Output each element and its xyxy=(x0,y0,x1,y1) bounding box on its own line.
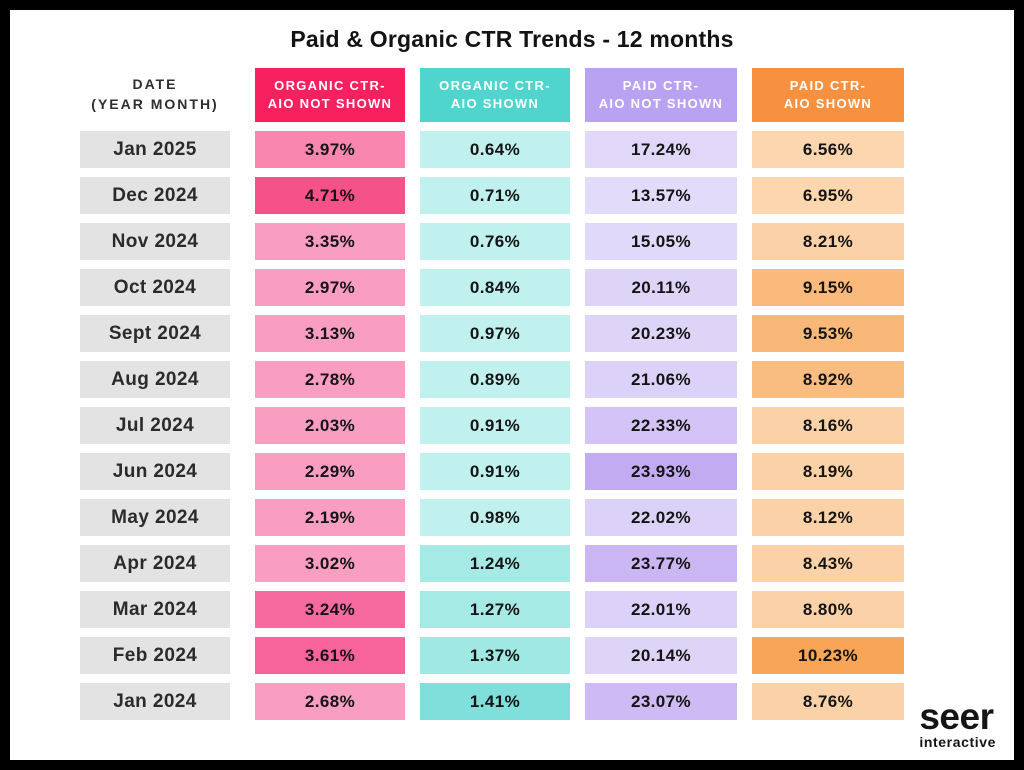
paid-ctr-aio-not-shown-cell: 21.06% xyxy=(585,361,737,398)
date-cell: Dec 2024 xyxy=(80,177,230,214)
date-cell: Mar 2024 xyxy=(80,591,230,628)
date-cell: Apr 2024 xyxy=(80,545,230,582)
organic-ctr-aio-not-shown-cell: 2.19% xyxy=(255,499,405,536)
paid-ctr-aio-shown-cell: 8.16% xyxy=(752,407,904,444)
paid-ctr-aio-not-shown-cell: 23.93% xyxy=(585,453,737,490)
paid-ctr-aio-shown-cell: 9.15% xyxy=(752,269,904,306)
paid-ctr-aio-shown-cell: 8.19% xyxy=(752,453,904,490)
organic-ctr-aio-shown-cell: 1.37% xyxy=(420,637,570,674)
column-header-date: DATE (YEAR MONTH) xyxy=(91,76,219,112)
organic-ctr-aio-shown-cell: 0.91% xyxy=(420,453,570,490)
organic-ctr-aio-shown-cell: 0.89% xyxy=(420,361,570,398)
column-header-paid-aio-not-shown: PAID CTR- AIO NOT SHOWN xyxy=(585,68,737,122)
organic-ctr-aio-not-shown-cell: 3.61% xyxy=(255,637,405,674)
paid-ctr-aio-not-shown-cell: 22.01% xyxy=(585,591,737,628)
paid-ctr-aio-not-shown-cell: 15.05% xyxy=(585,223,737,260)
paid-ctr-aio-shown-cell: 9.53% xyxy=(752,315,904,352)
organic-ctr-aio-not-shown-cell: 3.97% xyxy=(255,131,405,168)
seer-logo-wordmark: seer xyxy=(919,695,994,737)
organic-ctr-aio-shown-cell: 0.98% xyxy=(420,499,570,536)
paid-ctr-aio-shown-cell: 10.23% xyxy=(752,637,904,674)
paid-ctr-aio-shown-cell: 8.76% xyxy=(752,683,904,720)
organic-ctr-aio-not-shown-cell: 3.13% xyxy=(255,315,405,352)
organic-ctr-aio-not-shown-cell: 3.24% xyxy=(255,591,405,628)
organic-ctr-aio-shown-cell: 0.64% xyxy=(420,131,570,168)
date-cell: Jan 2024 xyxy=(80,683,230,720)
organic-ctr-aio-shown-cell: 0.91% xyxy=(420,407,570,444)
column-header-paid-aio-shown: PAID CTR- AIO SHOWN xyxy=(752,68,904,122)
paid-ctr-aio-not-shown-cell: 17.24% xyxy=(585,131,737,168)
paid-ctr-aio-shown-cell: 8.43% xyxy=(752,545,904,582)
paid-ctr-aio-shown-cell: 8.21% xyxy=(752,223,904,260)
column-header-organic-aio-not-shown: ORGANIC CTR- AIO NOT SHOWN xyxy=(255,68,405,122)
paid-ctr-aio-shown-cell: 8.92% xyxy=(752,361,904,398)
organic-ctr-aio-shown-cell: 1.27% xyxy=(420,591,570,628)
date-cell: Jan 2025 xyxy=(80,131,230,168)
organic-ctr-aio-not-shown-cell: 2.97% xyxy=(255,269,405,306)
organic-ctr-aio-not-shown-cell: 3.35% xyxy=(255,223,405,260)
organic-ctr-aio-not-shown-cell: 2.68% xyxy=(255,683,405,720)
chart-title: Paid & Organic CTR Trends - 12 months xyxy=(290,26,734,52)
organic-ctr-aio-shown-cell: 1.24% xyxy=(420,545,570,582)
paid-ctr-aio-shown-cell: 8.80% xyxy=(752,591,904,628)
paid-ctr-aio-not-shown-cell: 20.23% xyxy=(585,315,737,352)
seer-logo-subtitle: interactive xyxy=(919,734,996,750)
organic-ctr-aio-not-shown-cell: 2.78% xyxy=(255,361,405,398)
date-cell: Aug 2024 xyxy=(80,361,230,398)
seer-logo: seer interactive xyxy=(919,695,996,750)
paid-ctr-aio-not-shown-cell: 22.33% xyxy=(585,407,737,444)
paid-ctr-aio-not-shown-cell: 20.14% xyxy=(585,637,737,674)
date-cell: May 2024 xyxy=(80,499,230,536)
organic-ctr-aio-shown-cell: 1.41% xyxy=(420,683,570,720)
organic-ctr-aio-not-shown-cell: 3.02% xyxy=(255,545,405,582)
date-cell: Feb 2024 xyxy=(80,637,230,674)
date-cell: Jun 2024 xyxy=(80,453,230,490)
paid-ctr-aio-not-shown-cell: 23.77% xyxy=(585,545,737,582)
paid-ctr-aio-not-shown-cell: 13.57% xyxy=(585,177,737,214)
organic-ctr-aio-shown-cell: 0.84% xyxy=(420,269,570,306)
organic-ctr-aio-shown-cell: 0.71% xyxy=(420,177,570,214)
organic-ctr-aio-not-shown-cell: 4.71% xyxy=(255,177,405,214)
paid-ctr-aio-not-shown-cell: 20.11% xyxy=(585,269,737,306)
date-cell: Oct 2024 xyxy=(80,269,230,306)
paid-ctr-aio-not-shown-cell: 23.07% xyxy=(585,683,737,720)
date-cell: Jul 2024 xyxy=(80,407,230,444)
paid-ctr-aio-shown-cell: 8.12% xyxy=(752,499,904,536)
organic-ctr-aio-shown-cell: 0.76% xyxy=(420,223,570,260)
ctr-table: DATE (YEAR MONTH) ORGANIC CTR- AIO NOT S… xyxy=(80,68,904,720)
organic-ctr-aio-shown-cell: 0.97% xyxy=(420,315,570,352)
date-cell: Sept 2024 xyxy=(80,315,230,352)
organic-ctr-aio-not-shown-cell: 2.03% xyxy=(255,407,405,444)
column-header-organic-aio-shown: ORGANIC CTR- AIO SHOWN xyxy=(420,68,570,122)
paid-ctr-aio-shown-cell: 6.95% xyxy=(752,177,904,214)
paid-ctr-aio-shown-cell: 6.56% xyxy=(752,131,904,168)
date-cell: Nov 2024 xyxy=(80,223,230,260)
paid-ctr-aio-not-shown-cell: 22.02% xyxy=(585,499,737,536)
organic-ctr-aio-not-shown-cell: 2.29% xyxy=(255,453,405,490)
